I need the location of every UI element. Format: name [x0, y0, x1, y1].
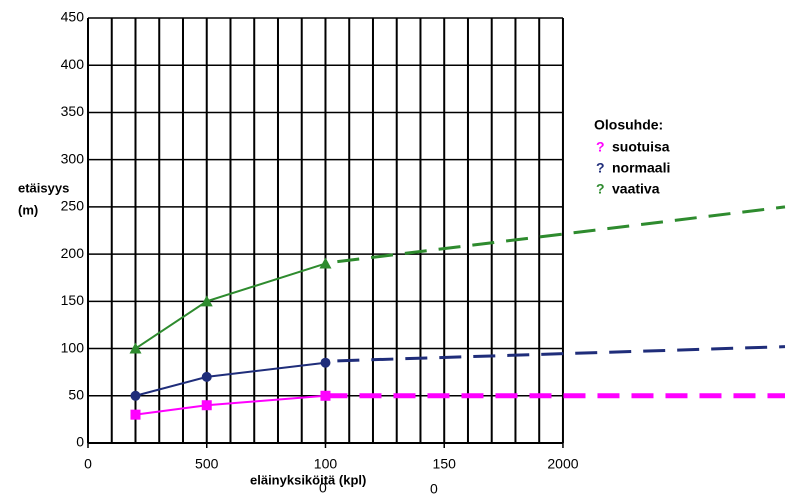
x-label-subscript: 0 — [319, 480, 327, 496]
extrapolation-line — [337, 205, 786, 264]
y-tick-label: 400 — [61, 56, 85, 72]
x-tick-label: 2000 — [547, 456, 578, 472]
y-tick-label: 200 — [61, 245, 85, 261]
marker — [200, 295, 213, 307]
marker — [319, 257, 332, 269]
x-tick-label: 150 — [433, 456, 457, 472]
marker — [130, 390, 141, 401]
marker — [129, 342, 142, 354]
y-axis-label: etäisyys — [18, 180, 69, 195]
legend-title: Olosuhde: — [594, 117, 663, 133]
legend-label: normaali — [612, 160, 670, 176]
y-tick-label: 100 — [61, 339, 85, 355]
y-tick-label: 250 — [61, 198, 85, 214]
x-tick-label: 100 — [314, 456, 338, 472]
legend-marker: ? — [596, 160, 605, 176]
marker — [320, 390, 331, 401]
marker — [201, 371, 212, 382]
x-label-subscript: 0 — [430, 481, 438, 496]
y-tick-label: 450 — [61, 9, 85, 25]
marker — [201, 400, 212, 411]
y-tick-label: 0 — [76, 434, 84, 450]
y-axis-label: (m) — [18, 202, 38, 217]
legend-marker: ? — [596, 181, 605, 197]
y-tick-label: 150 — [61, 292, 85, 308]
legend-label: vaativa — [612, 181, 660, 197]
y-tick-label: 50 — [68, 386, 84, 402]
y-tick-label: 350 — [61, 103, 85, 119]
x-axis-label: eläinyksiköitä (kpl) — [250, 472, 366, 487]
y-tick-label: 300 — [61, 150, 85, 166]
x-tick-label: 500 — [195, 456, 219, 472]
x-tick-label: 0 — [84, 456, 92, 472]
marker — [320, 357, 331, 368]
marker — [130, 409, 141, 420]
extrapolation-line — [337, 345, 786, 363]
legend-label: suotuisa — [612, 139, 670, 155]
legend-marker: ? — [596, 139, 605, 155]
